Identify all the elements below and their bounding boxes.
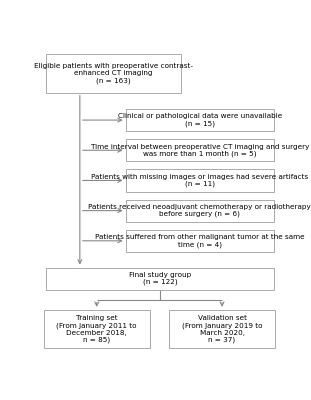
FancyBboxPatch shape: [126, 139, 274, 161]
Text: Training set
(From January 2011 to
December 2018,
n = 85): Training set (From January 2011 to Decem…: [57, 315, 137, 343]
Text: Patients suffered from other malignant tumor at the same
time (n = 4): Patients suffered from other malignant t…: [95, 234, 304, 248]
FancyBboxPatch shape: [169, 310, 275, 348]
FancyBboxPatch shape: [126, 109, 274, 131]
Text: Validation set
(From January 2019 to
March 2020,
n = 37): Validation set (From January 2019 to Mar…: [182, 315, 262, 343]
Text: Patients received neoadjuvant chemotherapy or radiotherapy
before surgery (n = 6: Patients received neoadjuvant chemothera…: [88, 204, 311, 217]
FancyBboxPatch shape: [46, 54, 181, 93]
Text: Eligible patients with preoperative contrast-
enhanced CT imaging
(n = 163): Eligible patients with preoperative cont…: [34, 63, 193, 84]
Text: Clinical or pathological data were unavailable
(n = 15): Clinical or pathological data were unava…: [118, 113, 282, 127]
Text: Final study group
(n = 122): Final study group (n = 122): [129, 272, 191, 286]
FancyBboxPatch shape: [126, 200, 274, 222]
FancyBboxPatch shape: [126, 169, 274, 192]
Text: Patients with missing images or images had severe artifacts
(n = 11): Patients with missing images or images h…: [91, 174, 309, 187]
FancyBboxPatch shape: [126, 230, 274, 252]
FancyBboxPatch shape: [44, 310, 150, 348]
FancyBboxPatch shape: [46, 268, 274, 290]
Text: Time interval between preoperative CT imaging and surgery
was more than 1 month : Time interval between preoperative CT im…: [91, 144, 309, 157]
